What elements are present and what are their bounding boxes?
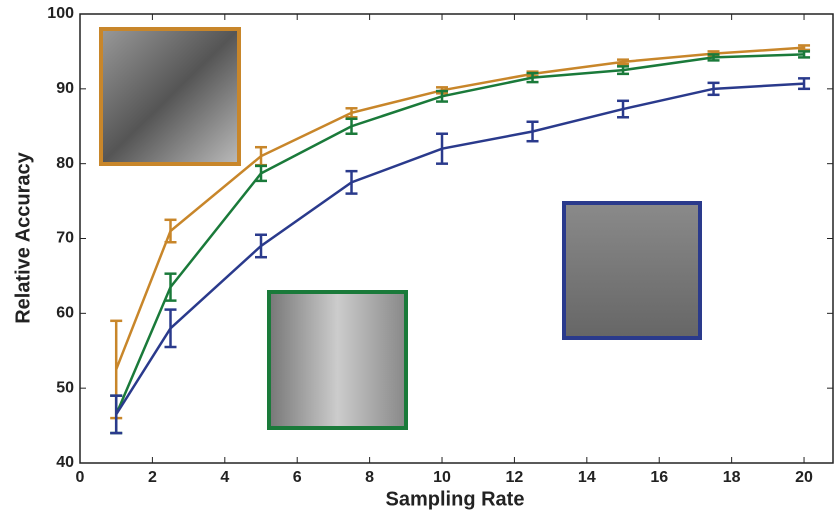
inset-image [564, 203, 700, 338]
inset-image [101, 29, 239, 164]
x-tick-label: 14 [578, 469, 596, 486]
inset-image [269, 292, 406, 428]
y-tick-label: 40 [56, 454, 74, 471]
error-bar [346, 119, 358, 134]
error-bar [110, 396, 122, 433]
y-tick-label: 80 [56, 155, 74, 172]
x-tick-label: 0 [76, 469, 85, 486]
error-bar [255, 147, 267, 165]
x-tick-label: 18 [723, 469, 741, 486]
chart: 0 2 4 6 8 10 12 14 16 18 20 40 50 60 70 80 90 100 Samplin… [0, 0, 835, 516]
y-tick-label: 90 [56, 80, 74, 97]
x-tick-label: 4 [220, 469, 229, 486]
y-tick-label: 50 [56, 379, 74, 396]
y-tick-label: 70 [56, 230, 74, 247]
x-tick-label: 10 [433, 469, 451, 486]
error-bar [255, 235, 267, 257]
y-tick-label: 60 [56, 305, 74, 322]
error-bar [346, 171, 358, 193]
x-tick-label: 20 [795, 469, 813, 486]
y-axis-label: Relative Accuracy [12, 151, 34, 323]
x-tick-label: 6 [293, 469, 302, 486]
x-axis-label: Sampling Rate [386, 488, 525, 510]
x-tick-label: 2 [148, 469, 157, 486]
x-tick-label: 12 [506, 469, 524, 486]
x-tick-label: 8 [365, 469, 374, 486]
error-bar [165, 310, 177, 347]
y-tick-label: 100 [47, 5, 74, 22]
x-tick-label: 16 [650, 469, 668, 486]
